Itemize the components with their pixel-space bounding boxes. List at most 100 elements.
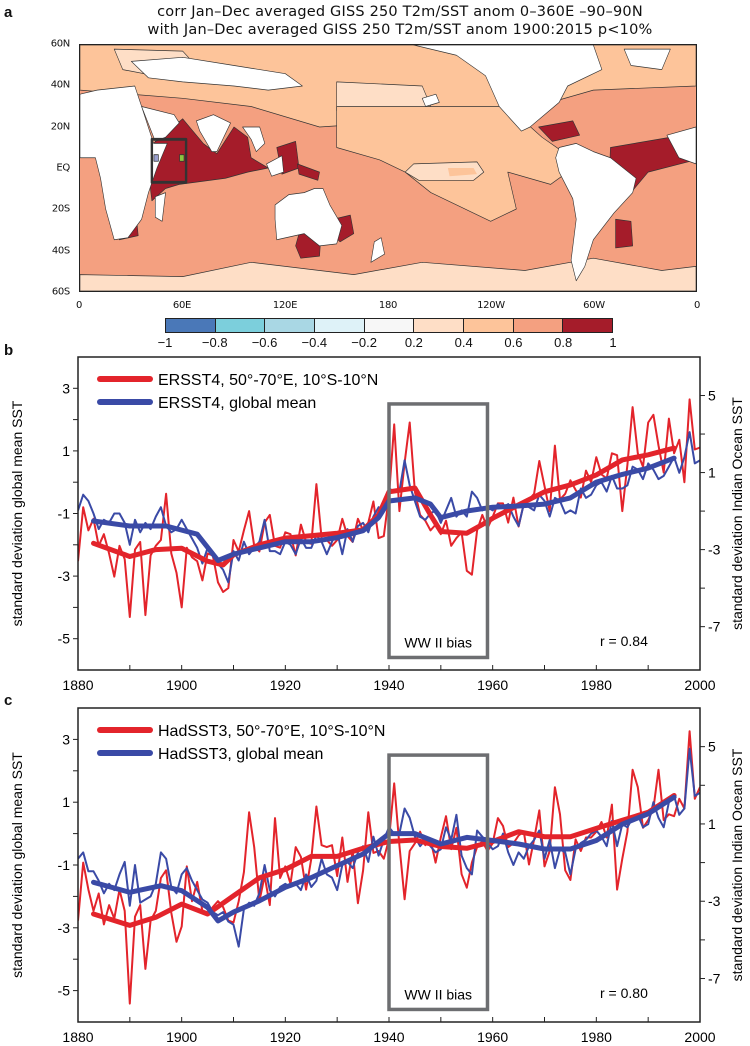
map-region-west-pacific-max [297, 163, 320, 181]
right-axis-title: standard deviation Indian Ocean SST [729, 397, 745, 630]
latitude-label: 20N [50, 121, 71, 133]
colorbar-label: 0.6 [504, 335, 523, 350]
panel-label-c: c [4, 692, 13, 709]
map-land-west-africa [666, 126, 696, 165]
colorbar-label: 0.2 [404, 335, 423, 350]
map-land-borneo [266, 155, 284, 177]
chart-panel-c: 1880 1900 1920 1940 1960 1980 2000 3 1 -1 -3 -5 5 1 -3… [9, 707, 745, 1045]
longitude-label: 0 [693, 300, 701, 311]
map-region-equatorial-pacific-light [404, 161, 485, 181]
left-y-tick-label: -1 [58, 506, 71, 522]
map-svg [80, 45, 696, 291]
left-y-tick-label: 1 [62, 443, 70, 459]
longitude-label: 120W [477, 300, 505, 311]
x-tick-label: 1920 [270, 1029, 301, 1045]
right-y-tick-label: 5 [708, 739, 716, 755]
x-tick-label: 1960 [477, 1029, 508, 1045]
latitude-label: 60S [51, 286, 70, 298]
latitude-label: 40S [51, 245, 70, 257]
wwii-bias-box [387, 753, 490, 1012]
map-land-hawaii-patch [421, 93, 440, 107]
colorbar-segment [265, 319, 316, 332]
map-title-line-2: with Jan–Dec averaged GISS 250 T2m/SST a… [147, 22, 653, 38]
colorbar-segment [563, 319, 613, 332]
colorbar-label: 0.4 [454, 335, 473, 350]
left-y-tick-label: 3 [62, 731, 70, 747]
left-y-tick-label: 1 [62, 794, 70, 810]
colorbar-label: −0.8 [201, 335, 228, 350]
colorbar-label: 0.8 [554, 335, 573, 350]
x-tick-label: 1900 [166, 677, 197, 693]
map-land-madagascar [154, 192, 166, 222]
x-tick-label: 1880 [62, 677, 93, 693]
colorbar-label: 1 [609, 335, 617, 350]
latitude-label: 60N [50, 38, 71, 50]
right-y-tick-label: -3 [708, 893, 721, 909]
map-land-new-zealand [370, 237, 385, 263]
plot-frame [77, 707, 701, 1023]
colorbar-segment [315, 319, 365, 332]
wwii-bias-label: WW II bias [404, 634, 472, 650]
colorbar-segment [513, 319, 564, 332]
x-tick-label: 2000 [684, 1029, 715, 1045]
correlation-text: r = 0.80 [600, 985, 648, 1001]
right-axis-title: standard deviation Indian Ocean SST [729, 748, 745, 981]
right-y-tick-label: 1 [708, 816, 716, 832]
map-land-greenland [623, 48, 671, 70]
x-tick-label: 2000 [684, 677, 715, 693]
map-land-southeast-asia [242, 126, 266, 152]
marker-east [179, 154, 185, 162]
map-region-southern-ocean-light [80, 257, 696, 291]
legend-label: ERSST4, global mean [158, 395, 316, 412]
legend-label: HadSST3, 50°-70°E, 10°S-10°N [158, 723, 385, 740]
right-y-tick-label: 5 [708, 388, 716, 404]
left-axis-title: standard deviation global mean SST [9, 400, 25, 626]
colorbar-segment [414, 319, 465, 332]
longitude-label: 0 [75, 300, 83, 311]
map-land-india [196, 114, 231, 152]
colorbar-segment [464, 319, 514, 332]
correlation-text: r = 0.84 [600, 633, 648, 649]
longitude-label: 60W [583, 300, 605, 311]
map-land-africa [80, 85, 168, 241]
colorbar-label: −0.4 [301, 335, 328, 350]
wwii-bias-box [387, 402, 490, 660]
map-land-arabia [141, 106, 180, 142]
correlation-map [79, 44, 697, 292]
x-tick-label: 1900 [166, 1029, 197, 1045]
right-y-tick-label: -7 [708, 971, 721, 987]
x-tick-label: 1960 [477, 677, 508, 693]
panel-label-b: b [4, 342, 14, 359]
right-y-tick-label: -3 [708, 542, 721, 558]
panel-label-a: a [4, 4, 13, 21]
map-land-north-america [413, 45, 603, 132]
series-smooth-indian-ocean [91, 793, 677, 928]
left-axis-title: standard deviation global mean SST [9, 752, 25, 978]
right-y-tick-label: -7 [708, 619, 721, 635]
x-tick-label: 1880 [62, 1029, 93, 1045]
map-region-caribbean-max [538, 120, 580, 142]
x-tick-label: 1980 [581, 677, 612, 693]
colorbar-label: −1 [157, 335, 173, 350]
latitude-label: EQ [56, 162, 70, 174]
series-smooth-global-mean [91, 794, 677, 924]
x-tick-label: 1920 [270, 677, 301, 693]
latitude-label: 40N [50, 79, 71, 91]
right-y-tick-label: 1 [708, 465, 716, 481]
left-y-tick-label: -5 [58, 983, 71, 999]
longitude-label: 60E [172, 300, 192, 311]
latitude-label: 20S [51, 203, 70, 215]
legend-label: ERSST4, 50°-70°E, 10°S-10°N [158, 372, 378, 389]
x-tick-label: 1980 [581, 1029, 612, 1045]
colorbar-segment [166, 319, 216, 332]
left-y-tick-label: -3 [58, 568, 71, 584]
map-title-line-1: corr Jan–Dec averaged GISS 250 T2m/SST a… [157, 4, 643, 20]
left-y-tick-label: -3 [58, 920, 71, 936]
map-land-australia [274, 188, 343, 247]
series-smooth-indian-ocean [91, 445, 677, 568]
longitude-label: 180 [378, 300, 398, 311]
x-tick-label: 1940 [373, 677, 404, 693]
plot-frame [77, 356, 701, 671]
wwii-bias-label: WW II bias [404, 986, 472, 1002]
colorbar-label: −0.2 [351, 335, 377, 350]
